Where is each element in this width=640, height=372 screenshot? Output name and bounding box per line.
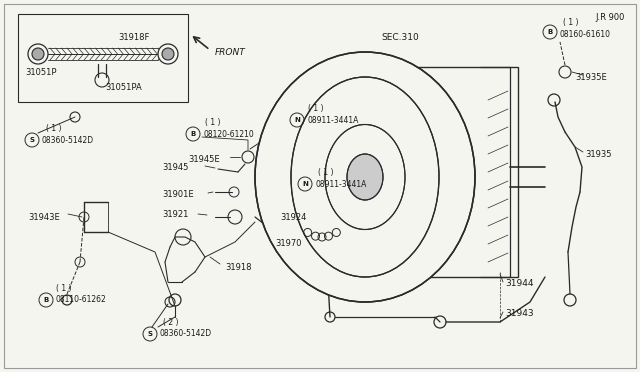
Text: 08911-3441A: 08911-3441A (307, 115, 358, 125)
Ellipse shape (325, 125, 405, 230)
Bar (18, 14, 188, 102)
Text: 31051P: 31051P (25, 67, 56, 77)
Ellipse shape (347, 154, 383, 200)
Text: S: S (29, 137, 35, 143)
Text: 08360-5142D: 08360-5142D (42, 135, 94, 144)
Text: ( 1 ): ( 1 ) (46, 124, 61, 132)
Text: 31918: 31918 (225, 263, 252, 272)
Text: FRONT: FRONT (215, 48, 246, 57)
Text: B: B (44, 297, 49, 303)
Text: 08360-5142D: 08360-5142D (160, 330, 212, 339)
Text: 31943E: 31943E (28, 212, 60, 221)
Text: 31924: 31924 (280, 212, 307, 221)
Text: ( 1 ): ( 1 ) (318, 167, 333, 176)
Text: 31970: 31970 (275, 240, 301, 248)
Text: ( 1 ): ( 1 ) (205, 118, 221, 126)
Text: ( 1 ): ( 1 ) (563, 17, 579, 26)
Text: S: S (147, 331, 152, 337)
Text: SEC.310: SEC.310 (381, 32, 419, 42)
Text: 08120-61210: 08120-61210 (203, 129, 253, 138)
Text: B: B (190, 131, 196, 137)
Circle shape (32, 48, 44, 60)
Text: 31935E: 31935E (575, 73, 607, 81)
Text: ( 2 ): ( 2 ) (163, 317, 179, 327)
Text: 08110-61262: 08110-61262 (56, 295, 107, 305)
Text: 31945E: 31945E (188, 154, 220, 164)
Text: N: N (294, 117, 300, 123)
Text: 31944: 31944 (505, 279, 534, 289)
Text: N: N (302, 181, 308, 187)
Text: J.R 900: J.R 900 (596, 13, 625, 22)
Text: ( 1 ): ( 1 ) (308, 103, 323, 112)
Text: 31945: 31945 (162, 163, 188, 171)
Text: 31943: 31943 (505, 310, 534, 318)
Bar (388, 67, 518, 277)
Text: ( 1 ): ( 1 ) (56, 285, 72, 294)
Text: 31918F: 31918F (118, 32, 149, 42)
Text: 08160-61610: 08160-61610 (560, 29, 611, 38)
Circle shape (162, 48, 174, 60)
Ellipse shape (291, 77, 439, 277)
Circle shape (158, 44, 178, 64)
Text: 31051PA: 31051PA (105, 83, 141, 92)
Text: 31901E: 31901E (162, 189, 194, 199)
Circle shape (28, 44, 48, 64)
Text: 08911-3441A: 08911-3441A (315, 180, 366, 189)
Text: B: B (547, 29, 552, 35)
Text: 31921: 31921 (162, 209, 188, 218)
Text: 31935: 31935 (585, 150, 611, 158)
Ellipse shape (255, 52, 475, 302)
